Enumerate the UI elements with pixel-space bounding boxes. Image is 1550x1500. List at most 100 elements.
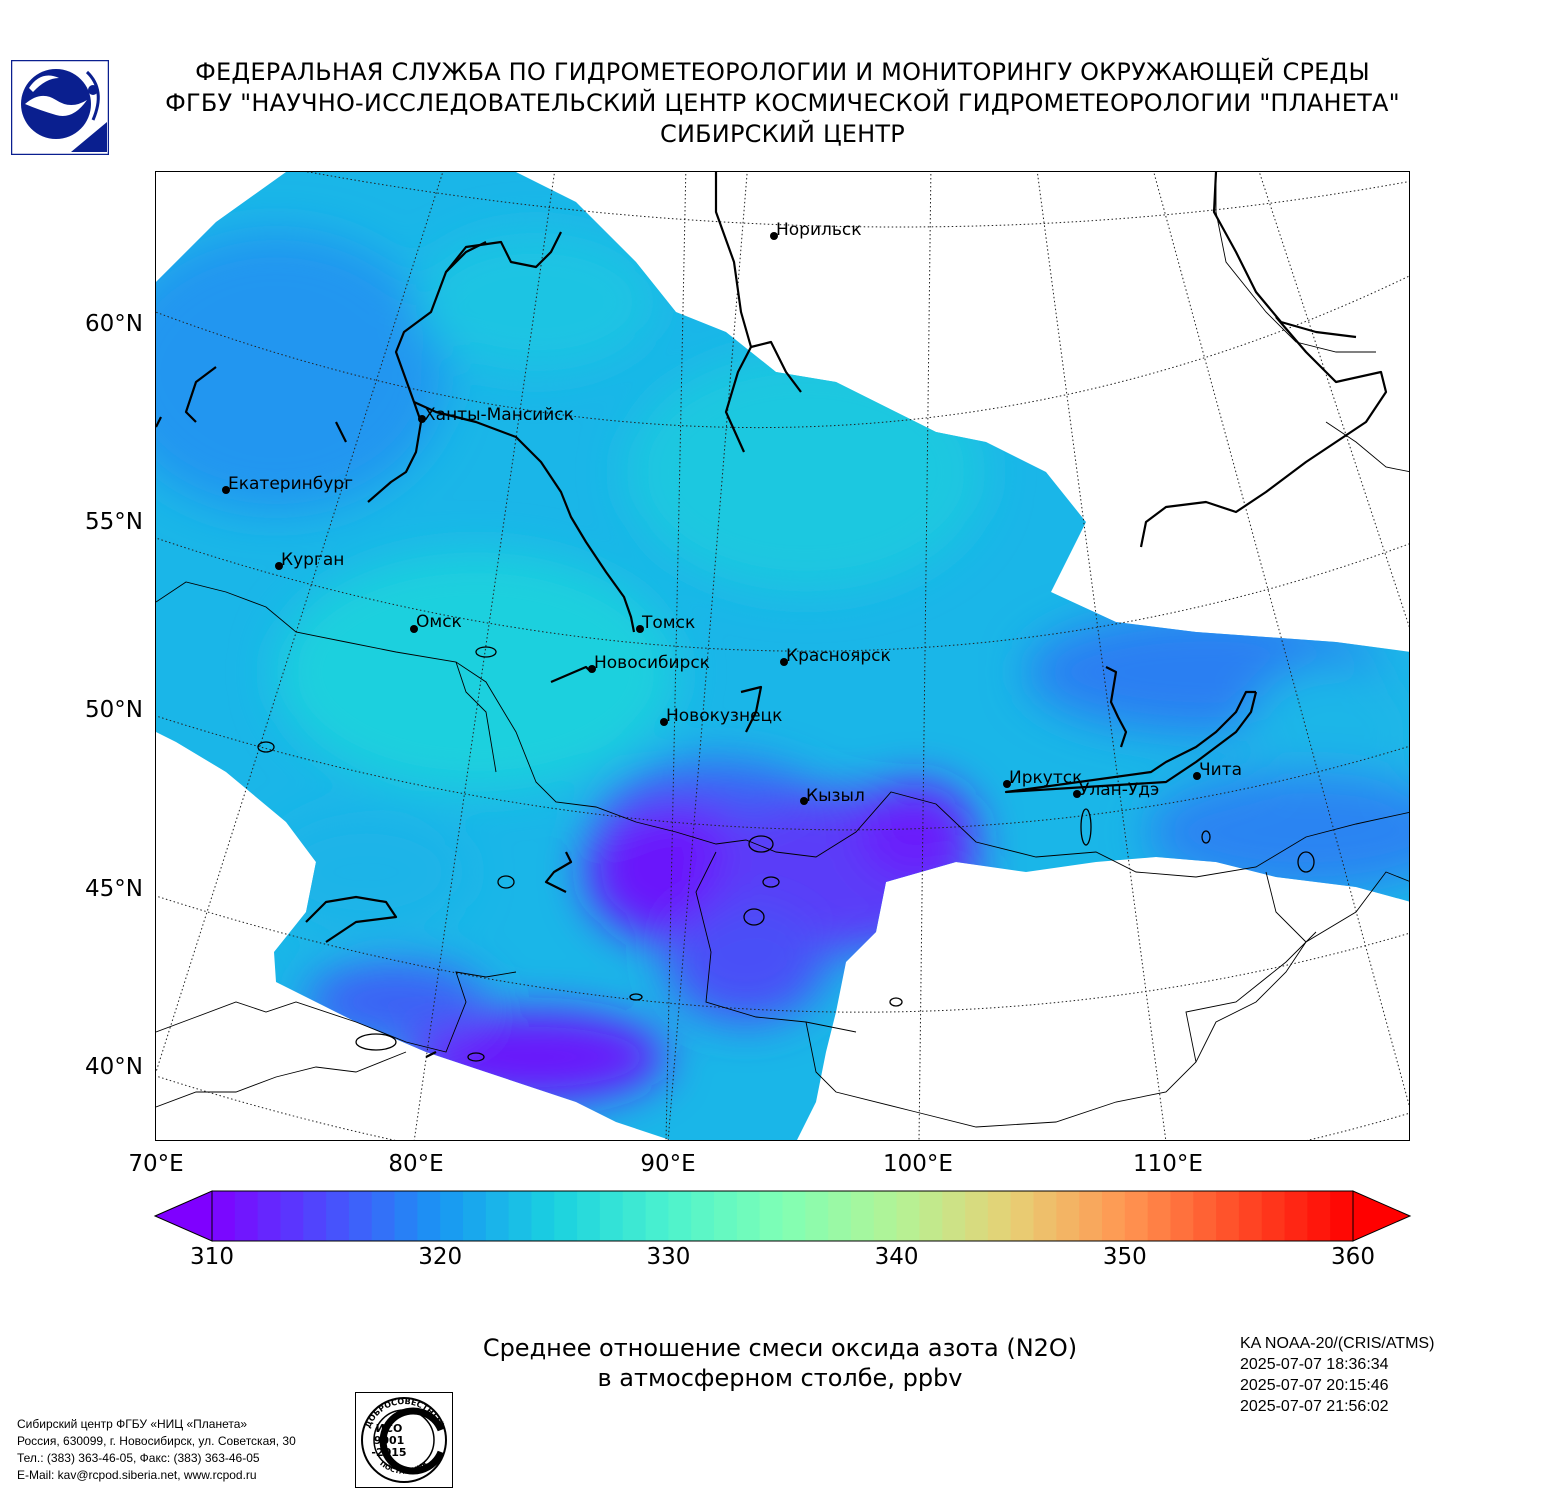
colorbar-band	[440, 1191, 464, 1241]
city-dot-kyzyl	[800, 797, 808, 805]
colorbar-band	[645, 1191, 669, 1241]
satellite-name: KA NOAA-20/(CRIS/ATMS)	[1240, 1335, 1435, 1352]
colorbar-band	[485, 1191, 510, 1241]
city-dot-novosibirsk	[588, 665, 596, 673]
satellite-time-1: 2025-07-07 18:36:34	[1240, 1356, 1389, 1373]
colorbar-band	[668, 1191, 692, 1241]
colorbar-band	[348, 1191, 373, 1241]
city-dot-krasnoyarsk	[780, 658, 788, 666]
colorbar-band	[554, 1191, 578, 1241]
colorbar-tick-label: 310	[190, 1244, 234, 1270]
colorbar-band	[896, 1191, 921, 1241]
colorbar-tick-label: 330	[646, 1244, 691, 1270]
colorbar-band	[303, 1191, 327, 1241]
city-dot-norilsk	[770, 232, 778, 240]
lat-label-40: 40°N	[85, 1054, 143, 1080]
city-dot-kurgan	[275, 562, 283, 570]
iso-9001-stamp: ДОБРОСОВЕСТНЫЙ ПОСТАВЩИК ИСО 9001 -2015	[355, 1392, 453, 1488]
colorbar-tick-label: 320	[418, 1244, 463, 1270]
city-label-tomsk: Томск	[642, 613, 696, 633]
lat-label-50: 50°N	[85, 697, 143, 723]
city-markers	[222, 232, 1201, 805]
rivers	[156, 172, 1388, 1058]
colorbar-band	[1284, 1191, 1308, 1241]
lakes	[257, 646, 1315, 1062]
footer-line-2: Россия, 630099, г. Новосибирск, ул. Сове…	[17, 1434, 296, 1448]
colorbar-band	[417, 1191, 441, 1241]
colorbar-band	[1033, 1191, 1057, 1241]
header-line-3: СИБИРСКИЙ ЦЕНТР	[660, 120, 905, 148]
roshydromet-logo	[10, 59, 110, 156]
lon-label-70: 70°E	[128, 1151, 184, 1177]
city-dot-khanty-mansiysk	[418, 415, 426, 423]
colorbar-band	[463, 1191, 487, 1241]
colorbar-band	[691, 1191, 715, 1241]
colorbar-tick-label: 340	[874, 1244, 919, 1270]
stamp-2015: -2015	[371, 1446, 406, 1459]
city-label-kyzyl: Кызыл	[806, 786, 865, 806]
colorbar-tick-label: 360	[1331, 1244, 1375, 1270]
colorbar-band	[919, 1191, 943, 1241]
city-label-norilsk: Норильск	[776, 220, 862, 240]
satellite-time-2: 2025-07-07 20:15:46	[1240, 1377, 1389, 1394]
satellite-time-3: 2025-07-07 21:56:02	[1240, 1398, 1389, 1415]
lon-label-90: 90°E	[640, 1151, 696, 1177]
city-dot-irkutsk	[1003, 780, 1011, 788]
city-label-novosibirsk: Новосибирск	[594, 653, 710, 673]
colorbar-band	[280, 1191, 304, 1241]
colorbar-band	[805, 1191, 829, 1241]
n2o-field	[156, 172, 1409, 1140]
caption-line-1: Среднее отношение смеси оксида азота (N2…	[482, 1334, 1078, 1362]
colorbar-band	[1261, 1191, 1286, 1241]
colorbar-band	[850, 1191, 875, 1241]
colorbar-band	[759, 1191, 784, 1241]
colorbar-band	[212, 1191, 236, 1241]
colorbar-graphic	[153, 1190, 1412, 1242]
colorbar-band	[1170, 1191, 1194, 1241]
city-dot-ulan-ude	[1073, 790, 1081, 798]
colorbar-band	[1010, 1191, 1035, 1241]
city-label-chita: Чита	[1199, 760, 1243, 780]
colorbar-band	[942, 1191, 966, 1241]
header-line-1: ФЕДЕРАЛЬНАЯ СЛУЖБА ПО ГИДРОМЕТЕОРОЛОГИИ …	[195, 58, 1370, 86]
colorbar-band	[1056, 1191, 1080, 1241]
colorbar-band	[1307, 1191, 1331, 1241]
lon-label-80: 80°E	[388, 1151, 444, 1177]
city-label-krasnoyarsk: Красноярск	[786, 646, 891, 666]
n2o-map: Норильск Ханты-Мансийск Екатеринбург Кур…	[155, 171, 1410, 1141]
colorbar-band	[828, 1191, 852, 1241]
colorbar-band	[1216, 1191, 1240, 1241]
colorbar-band	[577, 1191, 601, 1241]
city-dot-chita	[1193, 772, 1201, 780]
colorbar-band	[736, 1191, 761, 1241]
stamp-9001: 9001	[374, 1434, 405, 1447]
colorbar-band	[1147, 1191, 1172, 1241]
colorbar-tick-label: 350	[1102, 1244, 1147, 1270]
lat-label-60: 60°N	[85, 311, 143, 337]
colorbar-band	[782, 1191, 806, 1241]
colorbar-band	[371, 1191, 396, 1241]
borders	[156, 172, 1409, 1128]
colorbar	[150, 1188, 1415, 1244]
map-canvas	[156, 172, 1409, 1140]
colorbar-band	[622, 1191, 647, 1241]
colorbar-band	[531, 1191, 555, 1241]
city-dot-novokuznetsk	[660, 718, 668, 726]
colorbar-band	[234, 1191, 259, 1241]
colorbar-band	[508, 1191, 533, 1241]
lat-label-45: 45°N	[85, 876, 143, 902]
city-label-novokuznetsk: Новокузнецк	[666, 706, 783, 726]
header-line-2: ФГБУ "НАУЧНО-ИССЛЕДОВАТЕЛЬСКИЙ ЦЕНТР КОС…	[165, 89, 1400, 117]
city-dot-omsk	[410, 625, 418, 633]
caption-line-2: в атмосферном столбе, ppbv	[597, 1364, 963, 1392]
footer-line-4: E-Mail: kav@rcpod.siberia.net, www.rcpod…	[17, 1468, 257, 1482]
graticule	[156, 172, 1409, 1140]
colorbar-band	[1101, 1191, 1126, 1241]
colorbar-band	[1238, 1191, 1263, 1241]
lon-label-100: 100°E	[883, 1151, 953, 1177]
colorbar-band	[873, 1191, 898, 1241]
colorbar-band	[1079, 1191, 1103, 1241]
colorbar-band	[1330, 1191, 1354, 1241]
lon-label-110: 110°E	[1133, 1151, 1203, 1177]
colorbar-band	[1193, 1191, 1217, 1241]
